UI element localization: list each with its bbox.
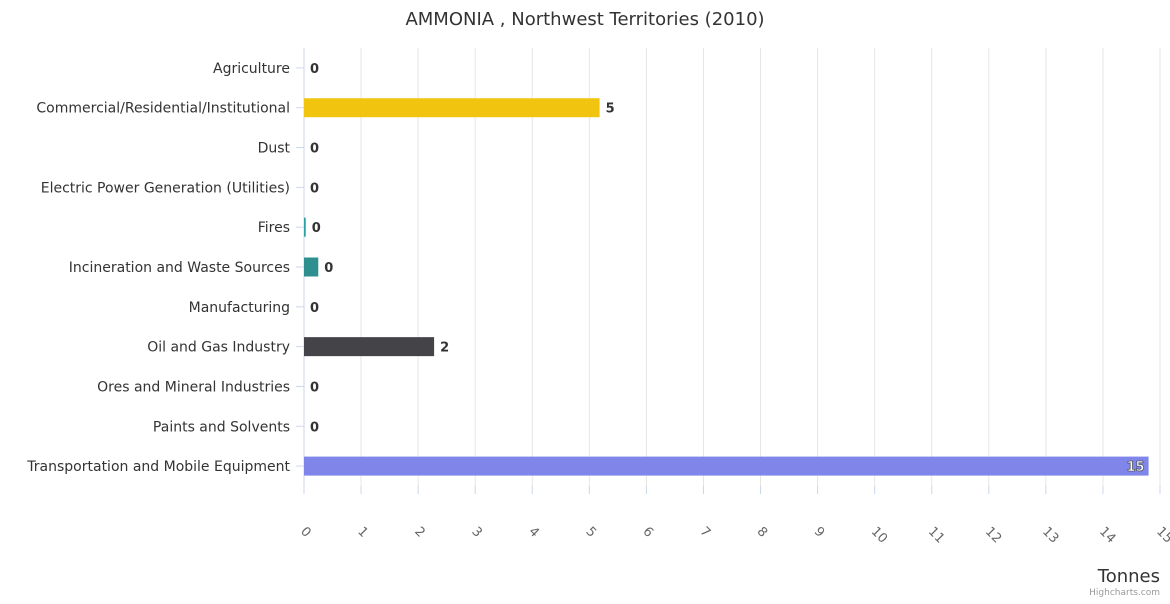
bar[interactable] [304,257,319,277]
x-axis-ticks: 0 1 2 3 4 5 6 7 8 9 10 11 12 13 14 15 [297,486,1170,547]
data-label: 0 [310,380,319,395]
category-label: Incineration and Waste Sources [69,260,290,276]
bar[interactable] [304,456,1149,476]
bar[interactable] [304,217,306,237]
data-label: 0 [310,142,319,157]
category-label: Commercial/Residential/Institutional [36,101,290,117]
x-tick-label: 7 [697,524,713,540]
credits-link[interactable]: Highcharts.com [1089,588,1160,598]
category-label: Oil and Gas Industry [147,340,290,356]
x-tick-label: 5 [583,524,599,540]
category-label: Manufacturing [189,300,290,316]
bar[interactable] [304,337,435,357]
x-tick-label: 13 [1039,524,1061,546]
x-tick-label: 10 [868,524,890,546]
x-tick-label: 3 [468,524,484,540]
data-label: 0 [310,62,319,77]
data-label: 0 [310,181,319,196]
x-tick-label: 8 [754,524,770,540]
data-label: 0 [310,420,319,435]
x-tick-label: 0 [297,524,313,540]
x-tick-label: 12 [982,524,1004,546]
category-label: Transportation and Mobile Equipment [26,459,290,475]
x-tick-label: 4 [525,524,541,540]
data-label: 5 [606,102,615,117]
x-tick-label: 15 [1153,524,1170,546]
x-tick-label: 11 [925,524,947,546]
data-label: 0 [310,301,319,316]
data-label: 2 [440,341,449,356]
x-axis-title: Tonnes [1097,566,1160,587]
category-label: Paints and Solvents [153,419,290,435]
data-label: 0 [312,221,321,236]
data-label: 0 [324,261,333,276]
bars [304,98,1149,476]
bar[interactable] [304,98,600,118]
data-labels: 0 5 0 0 0 0 0 2 0 0 15 [310,62,1145,475]
category-labels: Agriculture Commercial/Residential/Instit… [26,61,304,475]
x-tick-label: 9 [811,524,827,540]
x-tick-label: 6 [640,524,656,540]
category-label: Electric Power Generation (Utilities) [41,180,290,196]
category-label: Dust [258,141,291,157]
x-tick-label: 2 [411,524,427,540]
category-label: Agriculture [213,61,290,77]
category-label: Ores and Mineral Industries [97,379,290,395]
category-label: Fires [258,220,290,236]
x-tick-label: 1 [354,524,370,540]
data-label: 15 [1126,460,1144,475]
chart-title: AMMONIA , Northwest Territories (2010) [405,9,764,30]
x-tick-label: 14 [1096,524,1118,546]
